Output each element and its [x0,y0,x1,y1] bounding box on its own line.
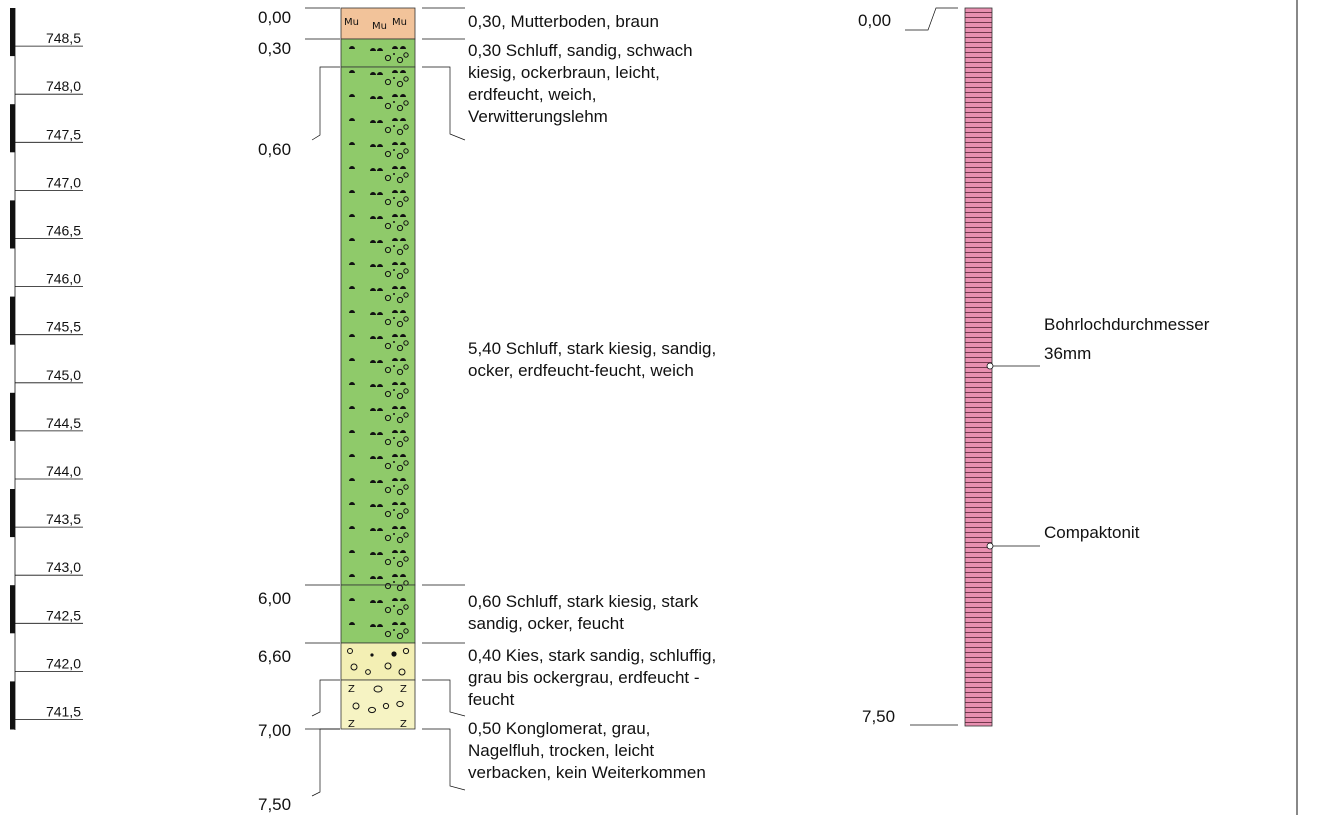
topsoil-symbol: Mu [344,17,359,28]
well-top-guide [905,7,958,31]
description-guides [422,7,466,791]
depth-label: 6,00 [258,589,291,608]
diameter-label: Bohrlochdurchmesser [1044,315,1210,334]
scale-block [10,489,15,538]
scale-block [10,200,15,249]
scale-block [10,104,15,153]
elevation-scale: 748,5 748,0 747,5 747,0 746,5 746,0 745,5 745,0… [10,8,83,730]
scale-label: 744,5 [46,415,81,431]
scale-label: 742,0 [46,655,81,671]
layer-6-description: 0,50 Konglomerat, grau, Nagelfluh, trock… [468,719,706,782]
layer-4-description: 0,60 Schluff, stark kiesig, stark sandig… [468,592,703,633]
depth-labels: 0,00 0,30 0,60 6,00 6,60 7,00 7,50 [258,8,291,814]
well-top-depth: 0,00 [858,11,891,30]
diameter-value: 36mm [1044,344,1091,363]
scale-block [10,392,15,441]
depth-label: 0,00 [258,8,291,27]
diameter-marker [986,362,994,370]
well-construction: 0,00 7,50 Bohrlochdurchmesser 36mm Compa… [858,0,1298,815]
scale-block [10,585,15,634]
layer-1-description: 0,30, Mutterboden, braun [468,12,659,31]
layer-silt-sandy [340,38,416,68]
layer-2-description: 0,30 Schluff, sandig, schwach kiesig, oc… [468,41,697,126]
scale-label: 741,5 [46,704,81,720]
layer-conglomerate [340,679,416,730]
scale-label: 746,5 [46,223,81,239]
scale-label: 747,0 [46,174,81,190]
depth-label: 0,60 [258,140,291,159]
well-bottom-depth: 7,50 [862,707,895,726]
scale-label: 746,0 [46,271,81,287]
scale-label: 744,0 [46,463,81,479]
topsoil-symbol: Mu [372,21,387,32]
layer-silt-moist [340,584,416,644]
layer-3-description: 5,40 Schluff, stark kiesig, sandig, ocke… [468,339,721,380]
scale-block [10,8,15,57]
scale-ticks: 748,5 748,0 747,5 747,0 746,5 746,0 745,5 745,0… [10,8,83,730]
layer-descriptions: 0,30, Mutterboden, braun 0,30 Schluff, s… [468,12,721,782]
scale-label: 748,0 [46,78,81,94]
depth-label: 7,50 [258,795,291,814]
layer-silt-gravelly [340,66,416,586]
scale-label: 743,0 [46,559,81,575]
scale-label: 747,5 [46,126,81,142]
depth-label: 7,00 [258,721,291,740]
scale-label: 743,5 [46,511,81,527]
layer-gravel [340,642,416,681]
layer-5-description: 0,40 Kies, stark sandig, schluffig, grau… [468,646,721,709]
scale-label: 745,0 [46,367,81,383]
scale-label: 742,5 [46,607,81,623]
fill-marker [986,542,994,550]
soil-column: Mu Mu Mu [340,7,416,730]
scale-block [10,296,15,345]
depth-label: 6,60 [258,647,291,666]
scale-block [10,681,15,730]
scale-label: 745,5 [46,319,81,335]
depth-guides-left [305,7,340,797]
topsoil-symbol: Mu [392,17,407,28]
fill-material-label: Compaktonit [1044,523,1140,542]
depth-label: 0,30 [258,39,291,58]
scale-label: 748,5 [46,30,81,46]
